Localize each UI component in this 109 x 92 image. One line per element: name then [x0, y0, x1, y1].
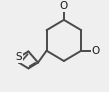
Text: O: O	[92, 46, 100, 56]
Text: S: S	[15, 52, 22, 62]
Text: O: O	[60, 1, 68, 11]
